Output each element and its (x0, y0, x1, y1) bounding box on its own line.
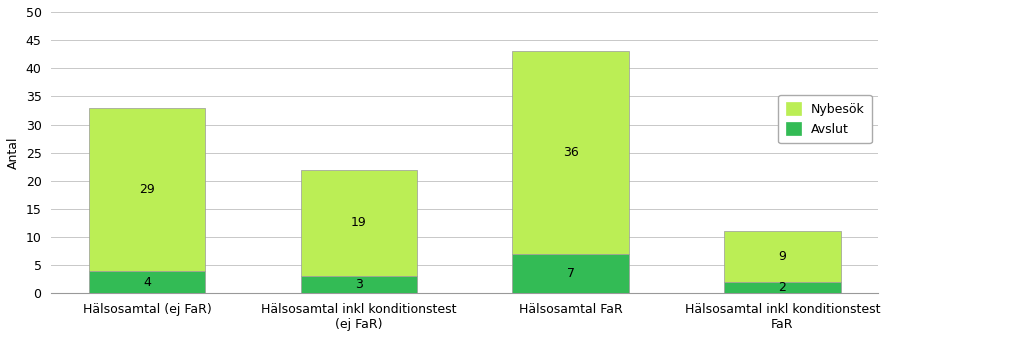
Bar (512, 51, 629, 254)
Y-axis label: Antal: Antal (7, 137, 19, 169)
Text: 3: 3 (355, 279, 362, 291)
Text: 9: 9 (778, 250, 786, 263)
Text: 4: 4 (143, 275, 151, 289)
Bar (301, 170, 417, 276)
Bar (89, 271, 205, 293)
Text: 29: 29 (139, 183, 155, 196)
Bar (724, 232, 841, 282)
Text: 36: 36 (563, 146, 579, 159)
Legend: Nybesök, Avslut: Nybesök, Avslut (778, 95, 871, 143)
Text: 7: 7 (566, 267, 574, 280)
Text: 2: 2 (778, 281, 786, 294)
Bar (301, 276, 417, 293)
Bar (724, 282, 841, 293)
Bar (89, 107, 205, 271)
Text: 19: 19 (351, 216, 367, 230)
Bar (512, 254, 629, 293)
